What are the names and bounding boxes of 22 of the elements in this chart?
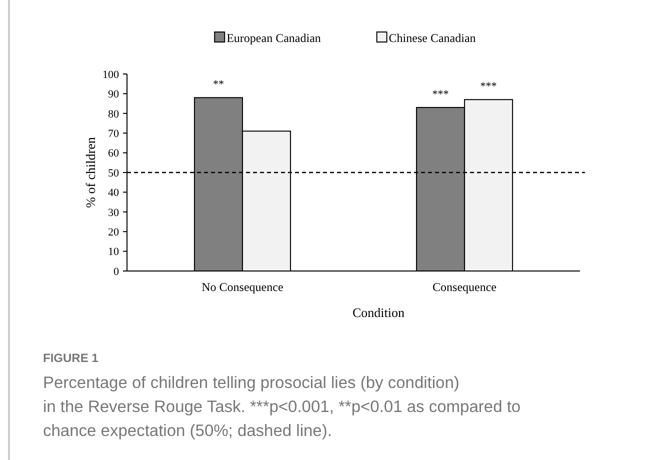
legend-label: Chinese Canadian bbox=[388, 31, 476, 45]
annotation: *** bbox=[480, 80, 497, 93]
legend-label: European Canadian bbox=[226, 31, 321, 45]
x-tick-label: Consequence bbox=[432, 280, 497, 294]
x-tick-label: No Consequence bbox=[202, 280, 284, 294]
y-tick-label: 90 bbox=[108, 88, 120, 101]
y-tick-label: 40 bbox=[108, 187, 120, 200]
y-tick-label: 80 bbox=[108, 108, 120, 120]
text: Percentage of children telling prosocial lies (by condition) in the Reverse Rouge Task. ***p<0.001, **p<0.01 as compared to chance expectation (50%; dashed line). bbox=[43, 374, 521, 440]
x-axis-title: Condition bbox=[352, 305, 405, 320]
y-tick-label: 60 bbox=[108, 148, 120, 160]
y-axis-title: % of children bbox=[83, 136, 98, 208]
annotation: *** bbox=[432, 88, 449, 100]
y-tick-label: 100 bbox=[102, 68, 120, 81]
y-tick-label: 20 bbox=[108, 226, 120, 238]
caption: FIGURE 1 bbox=[43, 351, 99, 365]
y-tick-label: 30 bbox=[108, 206, 120, 219]
y-tick-label: 50 bbox=[108, 167, 120, 180]
y-tick-label: 10 bbox=[108, 246, 120, 258]
annotation: ** bbox=[212, 78, 224, 91]
y-tick-label: 0 bbox=[114, 266, 120, 278]
y-tick-label: 70 bbox=[108, 128, 120, 140]
